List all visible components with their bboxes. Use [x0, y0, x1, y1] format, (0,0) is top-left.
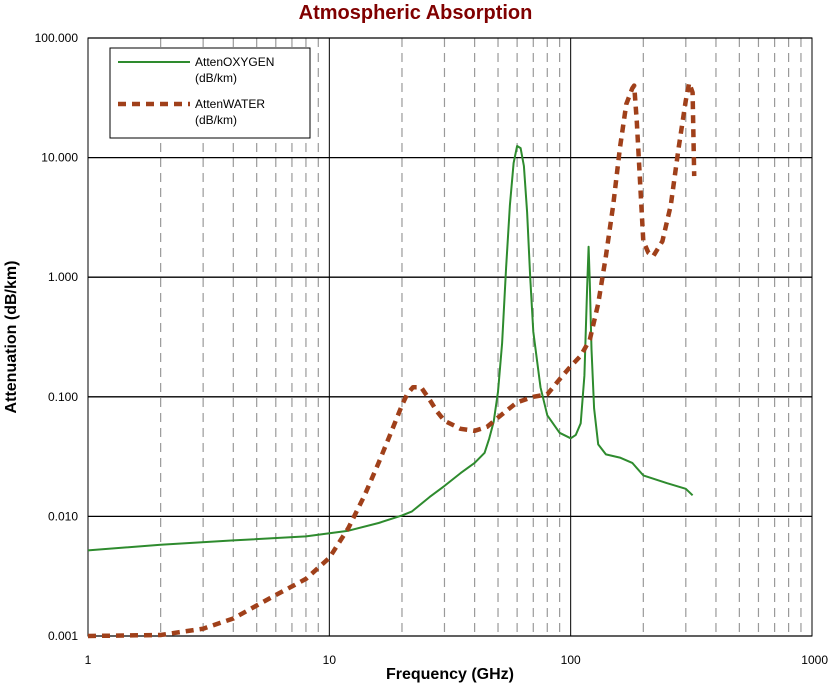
y-tick-label: 0.010	[48, 509, 78, 523]
y-tick-labels: 0.001 0.010 0.100 1.000 10.000 100.000	[35, 31, 79, 643]
series-line-oxygen	[87, 145, 694, 552]
y-tick-label: 0.100	[48, 390, 78, 404]
series-line-water	[87, 80, 697, 639]
x-tick-label: 1	[85, 653, 92, 667]
minor-gridlines	[160, 38, 802, 636]
legend-label-oxygen: AttenOXYGEN	[195, 55, 274, 69]
y-tick-label: 1.000	[48, 270, 78, 284]
x-tick-labels: 1 10 100 1000	[85, 653, 829, 667]
legend: AttenOXYGEN (dB/km) AttenWATER (dB/km)	[109, 47, 311, 139]
y-axis-title: Attenuation (dB/km)	[3, 261, 20, 414]
legend-label-oxygen-unit: (dB/km)	[195, 71, 237, 85]
x-tick-label: 10	[323, 653, 337, 667]
x-tick-label: 1000	[801, 653, 828, 667]
legend-label-water: AttenWATER	[195, 97, 265, 111]
series-layer	[87, 80, 697, 639]
y-tick-label: 100.000	[35, 31, 79, 45]
chart-title: Atmospheric Absorption	[298, 2, 533, 24]
x-tick-label: 100	[561, 653, 581, 667]
y-tick-label: 0.001	[48, 629, 78, 643]
legend-label-water-unit: (dB/km)	[195, 113, 237, 127]
x-axis-title: Frequency (GHz)	[386, 666, 514, 683]
y-tick-label: 10.000	[41, 151, 78, 165]
plot-area-frame	[87, 37, 813, 637]
